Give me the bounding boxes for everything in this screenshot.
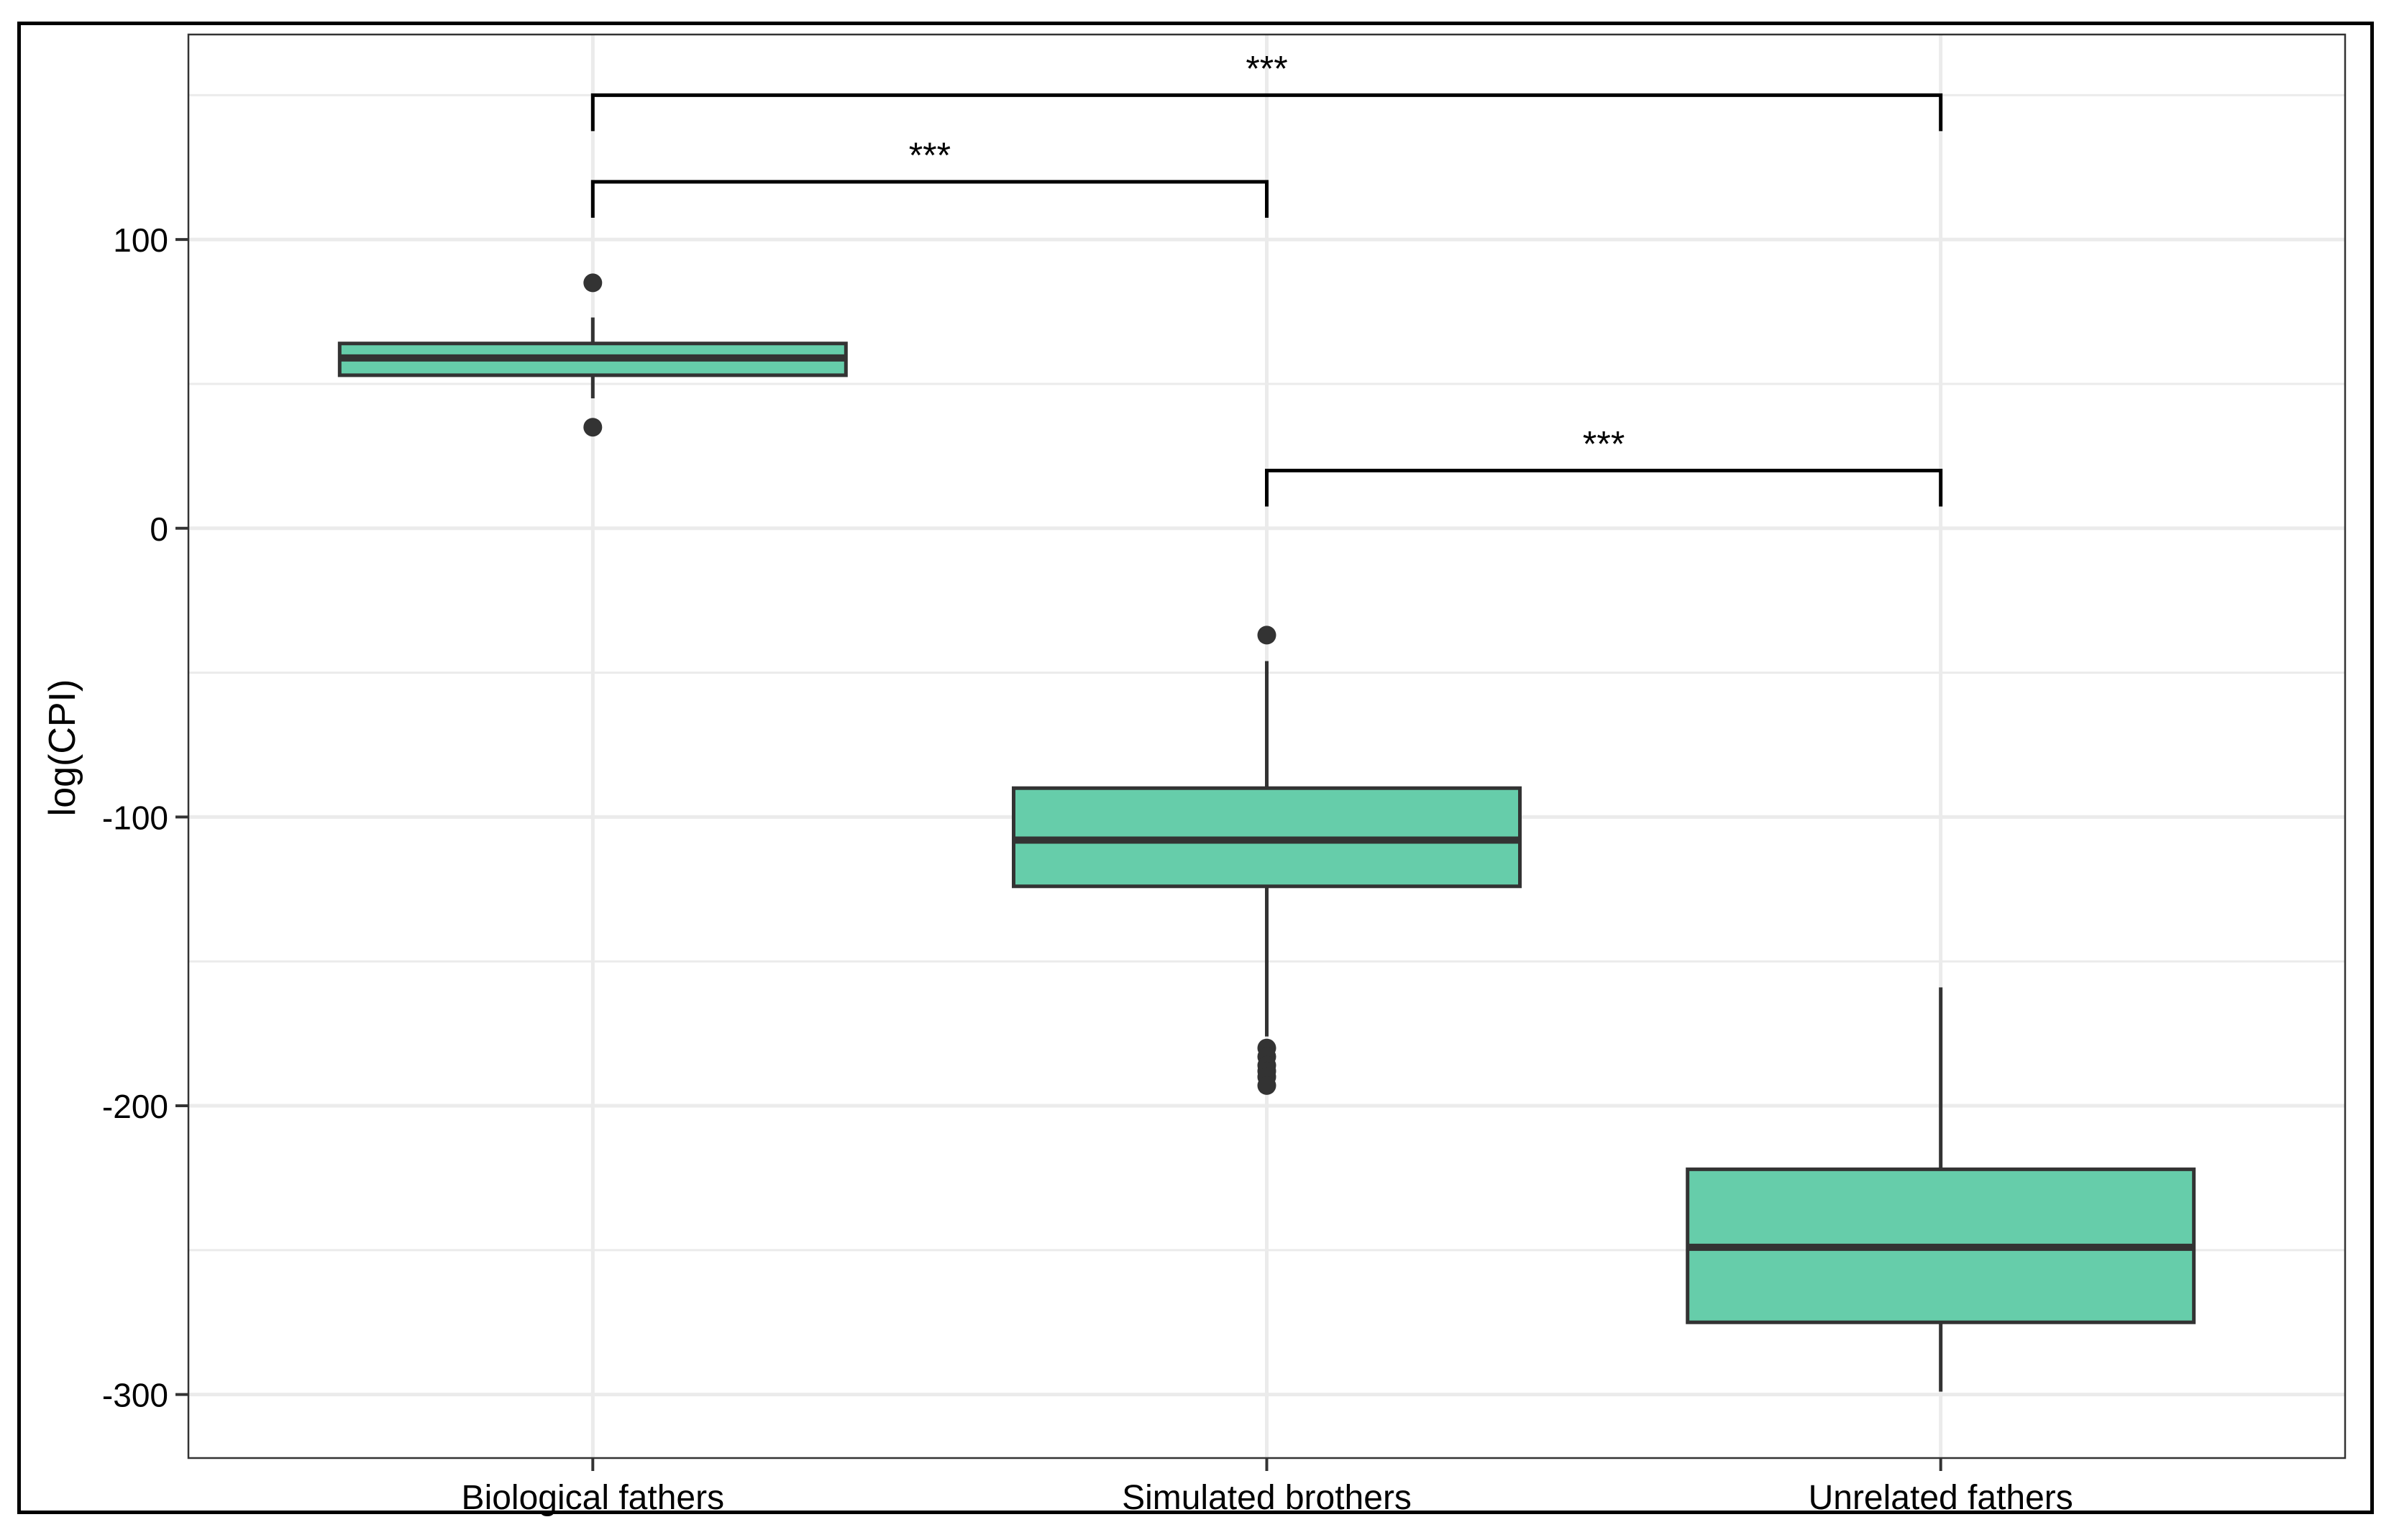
outlier-point <box>583 273 603 293</box>
y-tick-label: 0 <box>150 510 168 548</box>
significance-label: *** <box>1246 48 1287 88</box>
x-tick-label: Unrelated fathers <box>1809 1479 2073 1517</box>
significance-bracket-2: *** <box>590 135 1269 218</box>
bracket-line <box>590 180 1269 218</box>
significance-bracket-3: *** <box>1265 423 1943 507</box>
outlier-point <box>1257 1076 1276 1095</box>
figure-frame <box>17 22 2374 1514</box>
bracket-line <box>1265 468 1943 507</box>
box-2 <box>1012 625 1522 1095</box>
y-tick-label: 100 <box>113 221 168 259</box>
box-3 <box>1686 987 2196 1392</box>
x-tick-label: Simulated brothers <box>1122 1479 1412 1517</box>
y-axis-label: log(CPI) <box>42 679 83 817</box>
significance-bracket-1: *** <box>590 48 1943 132</box>
y-tick-label: -300 <box>102 1377 168 1414</box>
significance-label: *** <box>909 135 951 175</box>
bracket-line <box>590 93 1943 132</box>
boxes <box>337 273 2196 1392</box>
y-tick-label: -100 <box>102 799 168 836</box>
significance-brackets: *** *** *** <box>590 48 1943 507</box>
significance-label: *** <box>1583 423 1625 464</box>
box-1 <box>337 273 848 437</box>
x-tick-label: Biological fathers <box>462 1479 725 1517</box>
outlier-point <box>583 418 603 437</box>
y-tick-label: -200 <box>102 1088 168 1125</box>
outlier-point <box>1257 625 1276 645</box>
axes: 100 0 -100 -200 -300 Biological fathers Simula… <box>102 221 2073 1517</box>
